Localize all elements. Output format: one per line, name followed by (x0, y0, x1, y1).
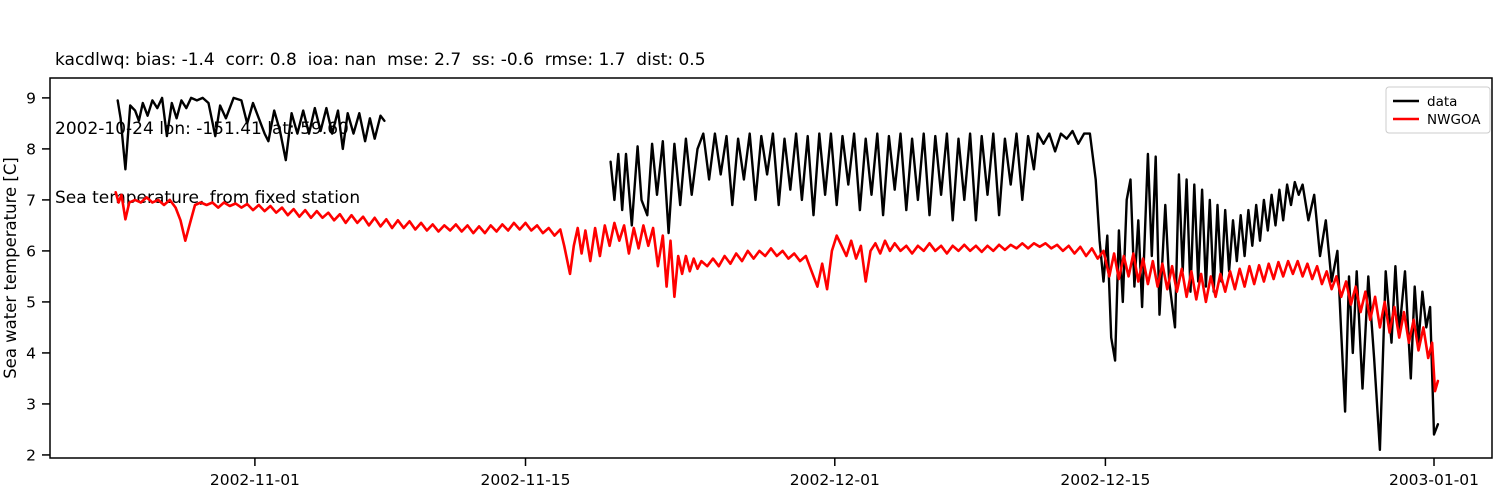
x-tick-label: 2002-12-01 (790, 471, 880, 489)
legend-label-data: data (1427, 94, 1457, 110)
stats-line: kacdlwq: bias: -1.4 corr: 0.8 ioa: nan m… (55, 50, 706, 70)
series-line-NWGOA (114, 191, 1440, 393)
legend: data NWGOA (1385, 86, 1491, 134)
chart-layer: 2002-11-01 2002-11-15 2002-12-01 2002-12-15… (26, 89, 1479, 489)
y-tick-label: 8 (26, 140, 36, 158)
plot-title: Sea temperature, from fixed station (55, 188, 361, 208)
legend-label-nwgoa: NWGOA (1427, 112, 1481, 128)
plot-border (49, 77, 1493, 459)
y-tick-label: 6 (26, 242, 36, 260)
series-line-data (116, 96, 386, 171)
y-tick-label: 7 (26, 191, 36, 209)
x-tick-label: 2002-12-15 (1060, 471, 1150, 489)
y-tick-label: 4 (26, 344, 36, 362)
x-tick-label: 2002-11-01 (210, 471, 300, 489)
y-tick-label: 9 (26, 89, 36, 107)
x-tick-label: 2002-11-15 (480, 471, 570, 489)
y-tick-label: 3 (26, 395, 36, 413)
y-axis-label: Sea water temperature [C] (1, 157, 20, 379)
y-tick-label: 2 (26, 446, 36, 464)
series-line-data (609, 129, 1440, 451)
y-tick-label: 5 (26, 293, 36, 311)
x-tick-label: 2003-01-01 (1389, 471, 1479, 489)
legend-box (1385, 86, 1491, 134)
